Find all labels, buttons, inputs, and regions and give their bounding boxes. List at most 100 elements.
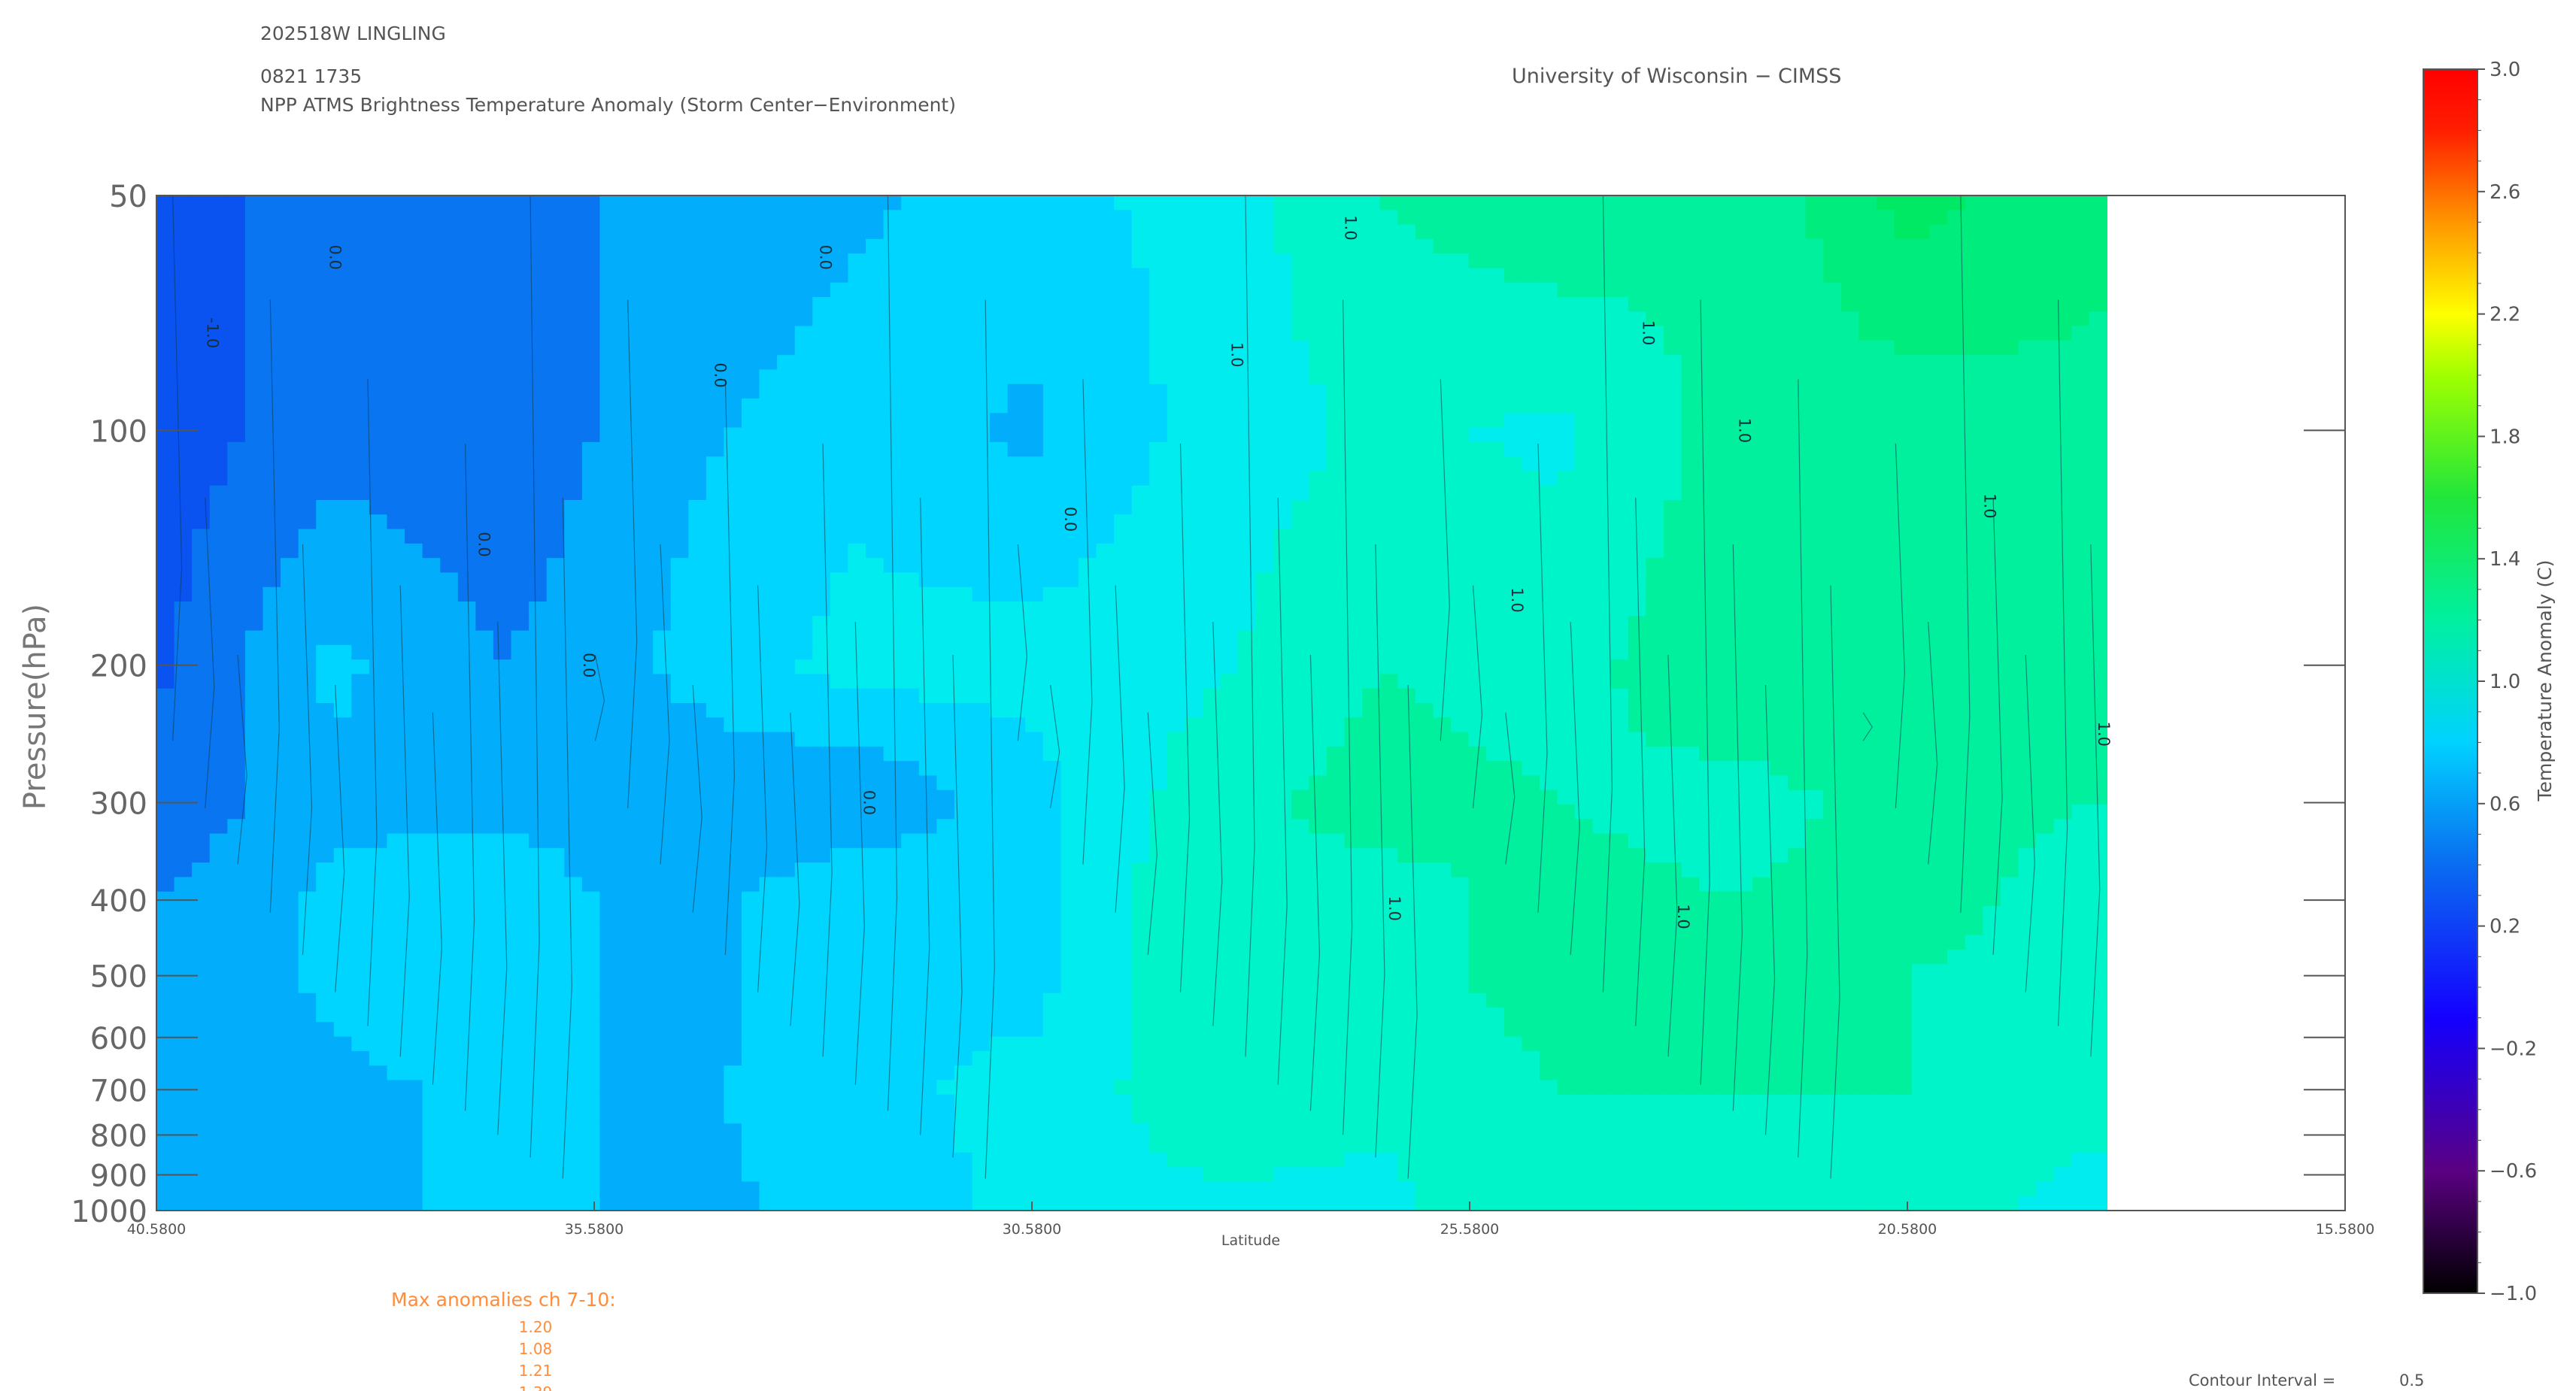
field-cell: [281, 383, 299, 399]
field-cell: [1699, 529, 1718, 544]
field-cell: [972, 833, 991, 849]
field-cell: [1539, 543, 1558, 559]
field-cell: [1912, 500, 1931, 515]
field-cell: [866, 514, 884, 530]
field-cell: [281, 630, 299, 646]
field-cell: [1503, 238, 1522, 254]
field-cell: [1610, 326, 1629, 341]
field-cell: [457, 399, 476, 414]
field-cell: [192, 644, 211, 660]
field-cell: [1167, 586, 1186, 602]
field-cell: [1575, 572, 1594, 588]
field-cell: [1894, 644, 1913, 660]
field-cell: [812, 210, 831, 226]
field-cell: [1096, 819, 1115, 835]
field-cell: [529, 441, 548, 457]
field-cell: [333, 688, 352, 704]
field-cell: [1025, 688, 1044, 704]
field-cell: [387, 441, 405, 457]
field-cell: [1770, 355, 1789, 371]
field-cell: [192, 543, 211, 559]
field-cell: [1628, 529, 1647, 544]
field-cell: [1433, 268, 1452, 283]
field-cell: [1273, 369, 1292, 385]
field-cell: [670, 413, 689, 429]
field-cell: [1646, 630, 1664, 646]
field-cell: [2071, 326, 2090, 341]
field-cell: [209, 805, 228, 820]
field-cell: [617, 500, 636, 515]
field-cell: [688, 644, 707, 660]
field-cell: [1770, 688, 1789, 704]
field-cell: [759, 529, 778, 544]
field-cell: [493, 847, 512, 863]
field-cell: [1699, 717, 1718, 733]
field-cell: [1273, 789, 1292, 805]
field-cell: [1770, 514, 1789, 530]
field-cell: [209, 441, 228, 457]
field-cell: [1114, 630, 1133, 646]
field-cell: [1823, 456, 1842, 472]
field-cell: [1096, 238, 1115, 254]
field-cell: [883, 485, 902, 501]
field-cell: [1291, 282, 1310, 298]
field-cell: [599, 819, 618, 835]
field-cell: [830, 340, 849, 356]
field-cell: [1185, 297, 1203, 312]
field-cell: [1273, 746, 1292, 762]
field-cell: [1309, 775, 1327, 791]
field-cell: [1344, 514, 1363, 530]
field-cell: [351, 805, 370, 820]
field-cell: [1965, 630, 1983, 646]
field-cell: [1203, 326, 1221, 341]
field-cell: [653, 268, 672, 283]
field-cell: [1858, 775, 1877, 791]
field-cell: [1912, 805, 1931, 820]
field-cell: [1007, 210, 1026, 226]
field-cell: [564, 514, 583, 530]
field-cell: [493, 224, 512, 240]
field-cell: [1255, 456, 1274, 472]
field-cell: [369, 253, 388, 269]
field-cell: [1929, 456, 1948, 472]
field-cell: [812, 572, 831, 588]
field-cell: [1042, 805, 1061, 820]
field-cell: [2000, 238, 2019, 254]
field-cell: [1840, 253, 1859, 269]
field-cell: [174, 805, 193, 820]
field-cell: [1486, 630, 1505, 646]
field-cell: [1663, 543, 1682, 559]
field-cell: [457, 717, 476, 733]
field-cell: [1734, 717, 1753, 733]
field-cell: [759, 340, 778, 356]
field-cell: [1522, 659, 1540, 675]
field-cell: [1965, 644, 1983, 660]
field-cell: [262, 471, 281, 486]
field-cell: [2089, 717, 2107, 733]
field-cell: [599, 805, 618, 820]
field-cell: [599, 340, 618, 356]
field-cell: [901, 238, 920, 254]
field-cell: [422, 558, 441, 574]
field-cell: [1646, 355, 1664, 371]
field-cell: [262, 297, 281, 312]
field-cell: [1255, 602, 1274, 617]
field-cell: [972, 586, 991, 602]
field-cell: [1539, 413, 1558, 429]
field-cell: [351, 732, 370, 747]
field-cell: [653, 529, 672, 544]
field-cell: [2053, 195, 2072, 211]
field-cell: [174, 399, 193, 414]
field-cell: [564, 558, 583, 574]
field-cell: [1344, 529, 1363, 544]
field-cell: [156, 529, 175, 544]
field-cell: [192, 703, 211, 718]
field-cell: [1575, 529, 1594, 544]
field-cell: [759, 674, 778, 689]
field-cell: [1716, 456, 1735, 472]
field-cell: [209, 717, 228, 733]
field-cell: [1503, 572, 1522, 588]
field-cell: [156, 369, 175, 385]
field-cell: [1379, 253, 1398, 269]
field-cell: [1716, 253, 1735, 269]
